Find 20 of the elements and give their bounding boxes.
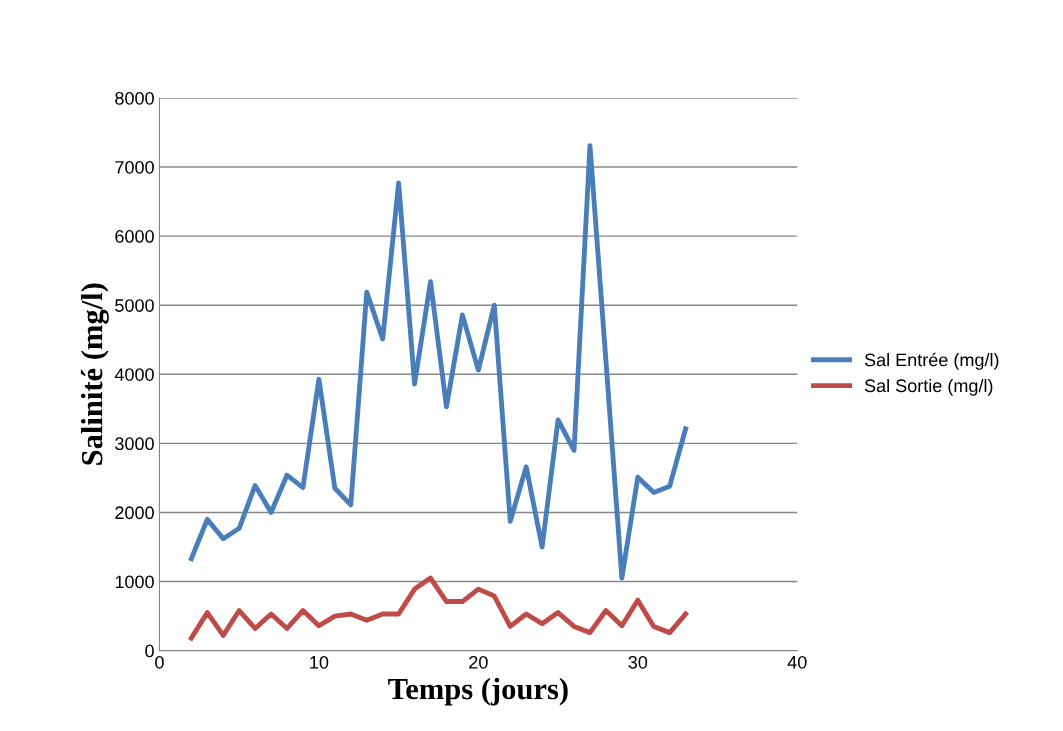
x-axis-title: Temps (jours) xyxy=(388,677,568,706)
x-tick-label: 20 xyxy=(469,655,488,669)
y-tick-label: 5000 xyxy=(115,299,154,312)
y-tick-label: 4000 xyxy=(114,368,154,381)
x-tick-label: 10 xyxy=(310,655,329,669)
x-tick-label: 30 xyxy=(628,655,648,669)
x-tick-label: 40 xyxy=(787,655,807,669)
x-tick-label: 0 xyxy=(155,655,164,669)
legend-label: Sal Entrée (mg/l) xyxy=(864,352,999,370)
y-tick-label: 3000 xyxy=(115,437,154,451)
y-tick-label: 2000 xyxy=(115,506,154,520)
y-tick-label: 8000 xyxy=(115,91,154,105)
y-tick-label: 6000 xyxy=(115,230,154,243)
y-axis-title: Salinité (mg/l) xyxy=(80,283,109,465)
line-series xyxy=(188,143,689,581)
y-tick-label: 1000 xyxy=(115,575,154,589)
y-tick-label: 7000 xyxy=(115,160,154,174)
legend-label: Sal Sortie (mg/l) xyxy=(864,378,993,396)
line-series xyxy=(188,575,689,641)
y-tick-label: 0 xyxy=(145,644,154,658)
